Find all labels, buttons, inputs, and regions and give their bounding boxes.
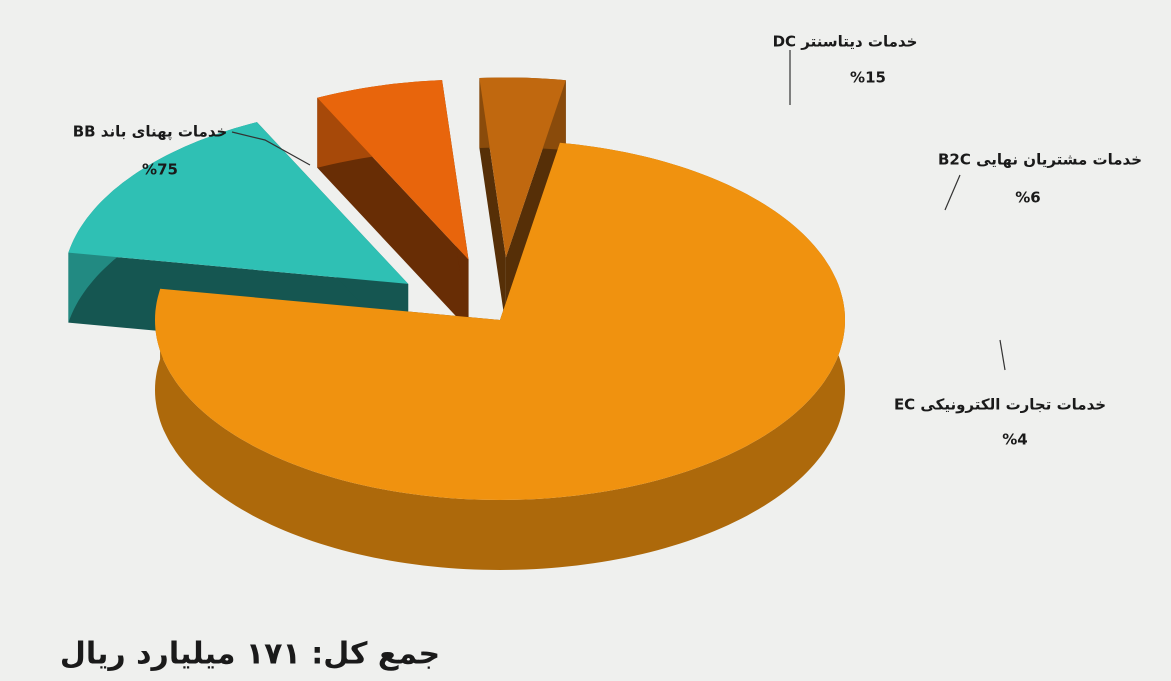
- leader-line: [999, 339, 1006, 371]
- slice-label: خدمات مشتریان نهایی B2C: [938, 151, 1142, 169]
- pie-slice: [155, 142, 845, 500]
- slice-value: %6: [1015, 189, 1040, 207]
- leader-line: [944, 174, 961, 211]
- pie-slice: [68, 122, 409, 284]
- slice-label: خدمات پهنای باند BB: [73, 123, 228, 142]
- slice-label: خدمات تجارت الکترونیکی EC: [894, 396, 1106, 414]
- slice-value: %75: [142, 161, 178, 179]
- pie-slice: [479, 77, 566, 258]
- pie-slice: [317, 80, 469, 260]
- footnote: جمع کل: ۱۷۱ میلیارد ریال: [60, 637, 440, 672]
- leader-line: [231, 131, 311, 166]
- slice-label: خدمات دیتاسنتر DC: [773, 33, 918, 51]
- slice-value: %15: [850, 69, 886, 87]
- slice-value: %4: [1002, 431, 1027, 449]
